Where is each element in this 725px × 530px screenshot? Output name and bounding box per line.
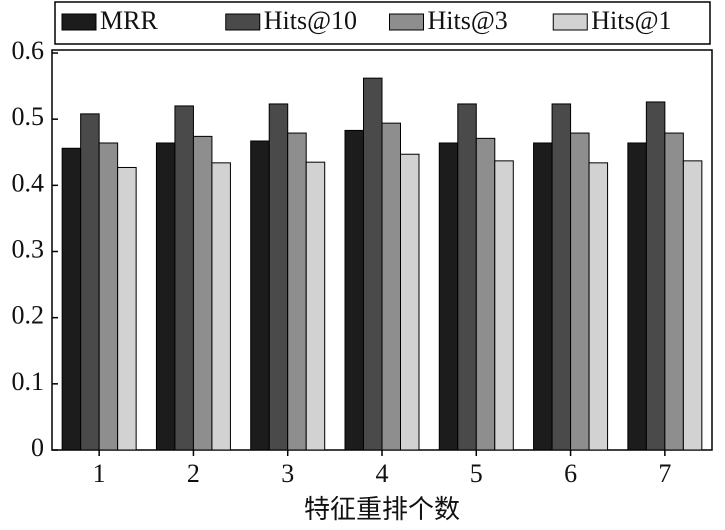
bar bbox=[400, 153, 420, 451]
bar bbox=[475, 137, 496, 451]
bar bbox=[494, 160, 514, 451]
bar bbox=[155, 142, 176, 451]
x-tick-label: 2 bbox=[187, 459, 200, 488]
legend-swatch bbox=[61, 13, 97, 31]
bar bbox=[438, 142, 459, 451]
bar bbox=[305, 161, 326, 451]
bar bbox=[570, 132, 590, 451]
legend-swatch bbox=[389, 13, 424, 31]
bar bbox=[381, 122, 401, 451]
bar bbox=[645, 101, 666, 451]
y-tick-label: 0.3 bbox=[12, 234, 45, 263]
legend-label: Hits@10 bbox=[264, 6, 357, 35]
bar bbox=[250, 140, 270, 451]
bar bbox=[363, 77, 383, 451]
x-tick-label: 3 bbox=[281, 459, 294, 488]
bar bbox=[117, 166, 137, 451]
bar bbox=[174, 105, 194, 451]
bar bbox=[98, 142, 119, 451]
y-tick-label: 0.6 bbox=[12, 36, 45, 65]
x-tick-label: 7 bbox=[658, 459, 671, 488]
bar bbox=[682, 160, 703, 451]
bar bbox=[268, 103, 289, 451]
bar bbox=[627, 142, 647, 451]
bar bbox=[588, 162, 609, 451]
bar bbox=[664, 132, 684, 451]
x-axis-label: 特征重排个数 bbox=[304, 495, 460, 524]
bar bbox=[80, 113, 100, 451]
legend-swatch bbox=[552, 13, 588, 31]
x-tick-label: 4 bbox=[376, 459, 389, 488]
x-tick-label: 1 bbox=[93, 459, 106, 488]
legend-box bbox=[54, 1, 711, 45]
y-tick-label: 0.2 bbox=[12, 301, 45, 330]
bar bbox=[192, 135, 213, 451]
y-tick-label: 0 bbox=[31, 433, 44, 462]
x-tick-label: 5 bbox=[470, 459, 483, 488]
bar bbox=[211, 162, 231, 451]
legend-label: Hits@3 bbox=[428, 6, 508, 35]
legend-label: MRR bbox=[100, 6, 158, 35]
bar bbox=[533, 142, 553, 451]
y-tick-label: 0.1 bbox=[12, 367, 45, 396]
bar bbox=[344, 129, 364, 451]
bar bbox=[457, 103, 477, 451]
bar bbox=[61, 147, 82, 451]
legend-label: Hits@1 bbox=[591, 6, 671, 35]
x-tick-label: 6 bbox=[564, 459, 577, 488]
y-tick-label: 0.5 bbox=[12, 102, 45, 131]
bar bbox=[287, 132, 307, 451]
legend-swatch bbox=[225, 13, 261, 31]
bar bbox=[551, 103, 572, 451]
y-tick-label: 0.4 bbox=[12, 168, 45, 197]
